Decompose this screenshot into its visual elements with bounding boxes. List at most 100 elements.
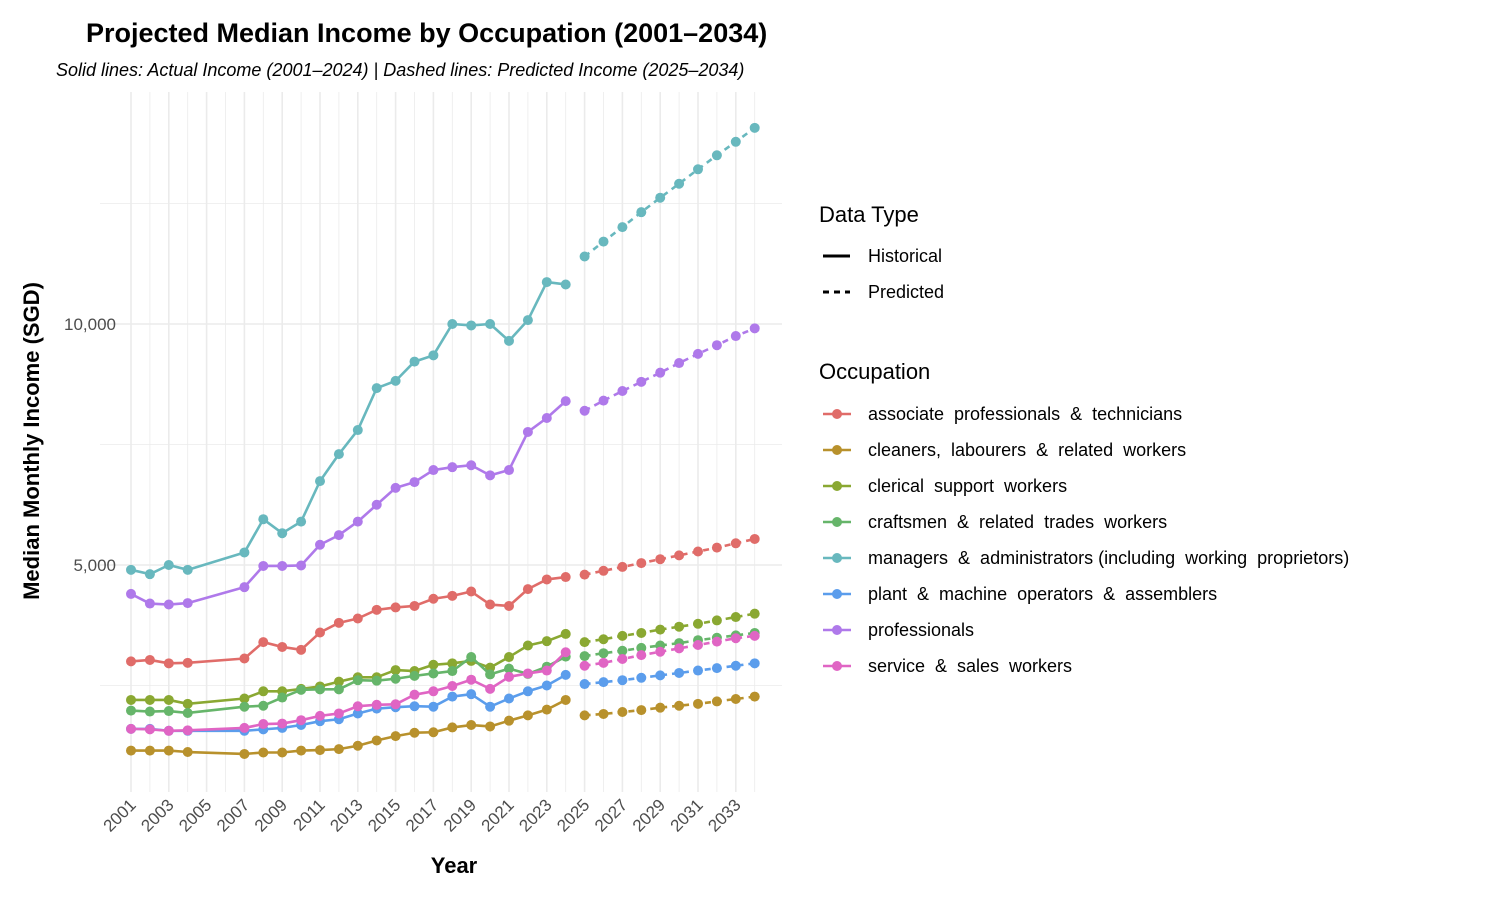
data-point [352,613,363,624]
data-point [504,465,514,476]
series-line-historical [131,673,567,733]
data-point [371,383,382,394]
legend-item-label: clerical support workers [868,476,1067,496]
data-point [333,617,344,628]
data-point [163,745,174,756]
data-point [636,627,647,638]
data-point [693,618,703,629]
x-tick-label: 2011 [290,795,329,834]
series-line-historical [130,651,567,733]
data-point [730,331,741,342]
data-point [296,644,307,655]
data-point [352,701,363,712]
data-point [579,679,590,690]
legend-item: craftsmen & related trades workers [823,512,1167,532]
data-point [504,335,514,346]
data-point [390,375,401,386]
data-point [315,710,325,721]
data-point [730,633,741,644]
data-point [126,694,136,705]
data-point [144,724,155,735]
x-tick-label: 2007 [213,795,253,835]
data-point [333,676,344,687]
legend-item-label: service & sales workers [868,656,1072,676]
data-point [617,675,628,686]
data-point [428,701,439,712]
x-tick-label: 2005 [175,795,215,835]
legend-key-point [832,589,842,599]
data-point [504,652,514,663]
data-point [428,668,439,679]
data-point [277,641,288,652]
data-point [655,702,666,713]
data-point [296,516,307,527]
data-point [182,598,193,609]
data-point [485,701,496,712]
data-point [409,727,420,738]
series-line-predicted [584,634,755,668]
data-point [239,582,250,593]
data-point [617,561,628,572]
series-line-predicted [584,631,755,658]
data-point [163,706,174,717]
legend-key-point [832,409,842,419]
data-point [541,680,552,691]
data-point [504,663,514,674]
data-point [447,691,458,702]
data-point [466,320,477,331]
data-point [749,533,760,544]
data-point [655,646,666,657]
data-point [617,385,628,396]
data-point [371,735,382,746]
data-point [693,665,703,676]
x-axis-title: Year [431,853,478,878]
x-tick-label: 2001 [100,795,140,835]
data-point [277,747,288,758]
x-tick-label: 2009 [251,795,291,835]
legend-item-label: plant & machine operators & assemblers [868,584,1217,604]
data-point [485,721,496,732]
series-line-predicted [584,695,755,717]
data-point [466,652,477,663]
data-point [560,647,571,658]
data-point [296,684,307,695]
data-point [126,723,136,734]
data-point [579,710,590,721]
data-point [579,405,590,416]
data-point [522,668,533,679]
data-point [730,660,741,671]
data-point [598,395,609,406]
data-point [522,584,533,595]
data-point [522,710,533,721]
data-point [560,669,571,680]
legend-key-point [832,481,842,491]
data-point [447,319,458,329]
data-point [371,675,382,686]
legend-item-label: professionals [868,620,974,640]
data-point [617,630,628,641]
data-point [693,698,703,709]
data-point [163,599,174,610]
x-axis-ticks: 2001200320052007200920112013201520172019… [100,795,745,835]
series-line-historical [130,400,567,606]
data-point [655,670,666,681]
data-point [409,689,420,700]
data-point [749,122,760,133]
data-point [579,569,590,580]
x-tick-label: 2027 [591,795,631,835]
series-line-predicted [584,662,755,686]
data-point [504,671,514,682]
data-point [579,251,590,262]
legend-key-point [832,625,842,635]
data-point [617,222,628,233]
data-point [598,236,609,247]
series-layer [126,122,760,759]
series-group [126,122,760,580]
data-point [466,586,477,597]
data-point [522,426,533,437]
data-point [144,745,155,756]
data-point [730,538,741,549]
data-point [504,715,514,726]
data-point [258,700,269,711]
legend-item-label: associate professionals & technicians [868,404,1182,424]
